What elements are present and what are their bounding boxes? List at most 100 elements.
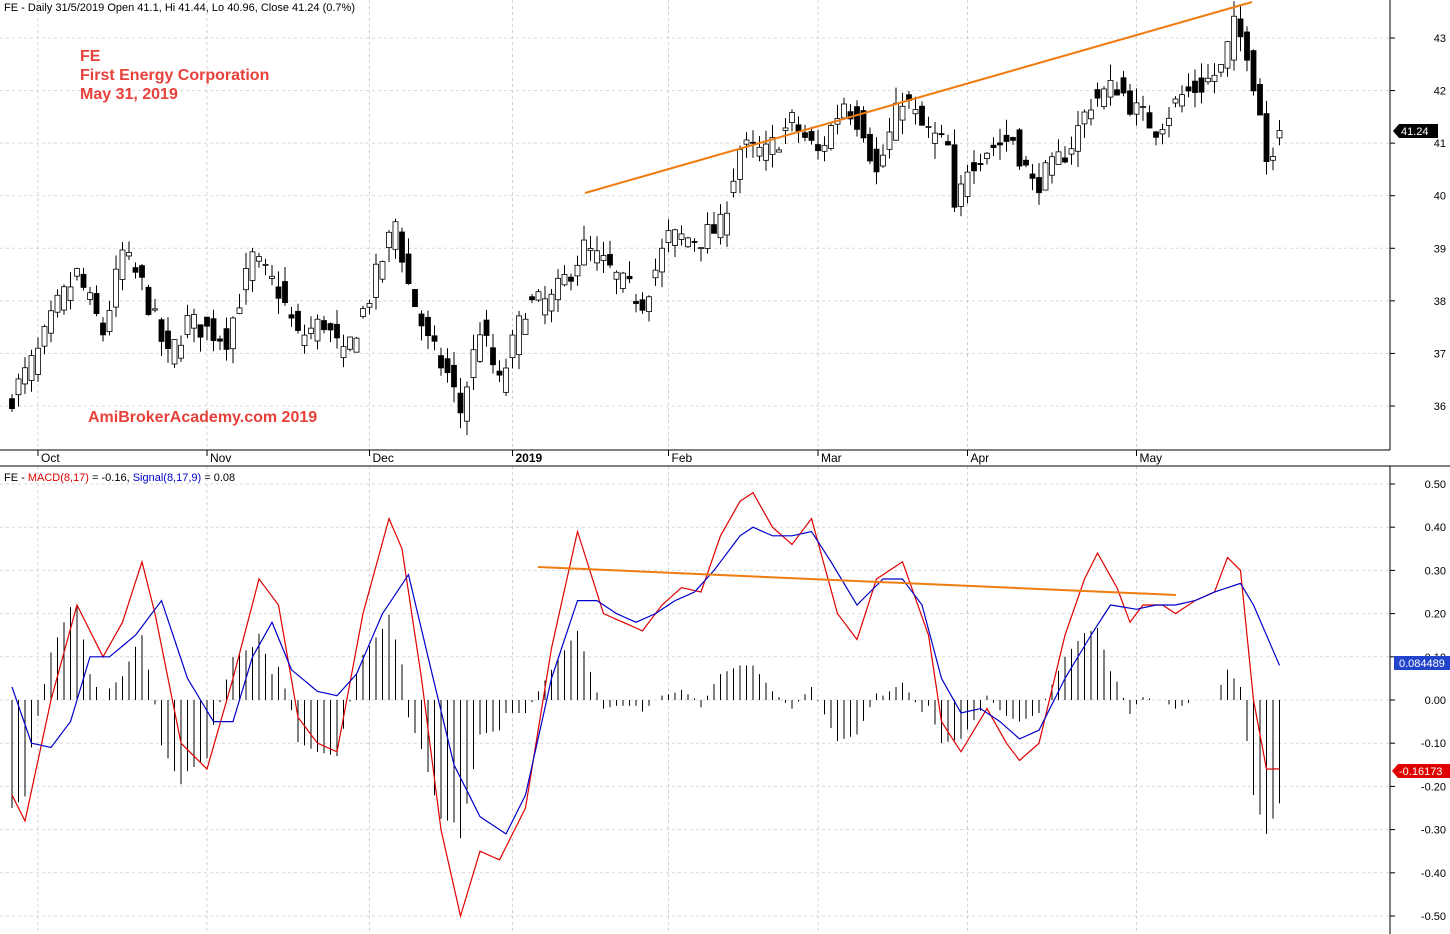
- candle-down: [223, 328, 230, 350]
- signal-legend-value: = 0.08: [201, 472, 235, 484]
- candle-down: [451, 364, 457, 388]
- candle-up: [1107, 79, 1114, 98]
- last-price-badge-text: 41.24: [1401, 126, 1429, 138]
- candle-up: [152, 308, 158, 311]
- candle-down: [483, 319, 490, 336]
- candle-down: [997, 142, 1003, 146]
- candle-up: [964, 171, 971, 197]
- candle-down: [951, 144, 958, 208]
- candle-up: [230, 317, 236, 350]
- candle-up: [509, 334, 516, 359]
- macd-legend-value: = -0.16,: [89, 472, 133, 484]
- candle-up: [256, 256, 262, 262]
- candle-up: [1211, 74, 1218, 82]
- candle-down: [860, 110, 867, 139]
- candle-down: [815, 144, 821, 152]
- annotation-company: First Energy Corporation: [80, 67, 269, 84]
- price-tick-label: 42: [1434, 86, 1446, 98]
- candle-up: [308, 327, 314, 334]
- candle-up: [15, 378, 22, 396]
- candle-down: [639, 299, 646, 311]
- candle-up: [1166, 117, 1172, 126]
- candle-up: [373, 263, 379, 298]
- candle-up: [542, 298, 548, 316]
- candle-up: [581, 239, 587, 266]
- candle-up: [1140, 106, 1146, 109]
- x-tick-label: Feb: [672, 451, 693, 465]
- candle-down: [412, 289, 418, 308]
- price-header: FE - Daily 31/5/2019 Open 41.1, Hi 41.44…: [4, 2, 355, 14]
- candle-up: [659, 247, 665, 273]
- candlestick-series: [9, 1, 1283, 436]
- candle-up: [67, 286, 74, 301]
- candle-down: [795, 124, 802, 132]
- candle-up: [880, 154, 886, 167]
- candle-up: [886, 131, 893, 150]
- candle-down: [282, 281, 288, 304]
- candle-up: [22, 367, 28, 385]
- candle-down: [802, 132, 808, 138]
- candle-down: [165, 330, 171, 349]
- candle-down: [750, 141, 756, 144]
- macd-header-prefix: FE -: [4, 472, 28, 484]
- candle-down: [204, 316, 210, 327]
- candle-up: [763, 143, 769, 161]
- candle-down: [275, 286, 282, 299]
- candle-down: [1185, 86, 1192, 92]
- candle-up: [646, 296, 652, 313]
- candle-down: [496, 370, 503, 376]
- candle-up: [301, 334, 308, 346]
- macd-tick-label: -0.30: [1421, 825, 1446, 837]
- macd-y-axis: 0.500.400.300.200.100.00-0.10-0.20-0.30-…: [1390, 479, 1446, 923]
- candle-down: [1263, 113, 1270, 163]
- macd-trendline: [537, 566, 1177, 596]
- macd-tick-label: 0.30: [1425, 565, 1446, 577]
- candle-up: [704, 224, 711, 249]
- signal-legend-label: Signal(8,17,9): [133, 472, 202, 484]
- candle-down: [210, 318, 217, 341]
- candle-down: [1016, 129, 1023, 167]
- candle-down: [132, 267, 139, 273]
- candle-down: [490, 347, 496, 366]
- candle-up: [828, 125, 834, 149]
- candle-up: [841, 103, 847, 119]
- candle-up: [1081, 111, 1088, 125]
- candle-up: [1055, 151, 1062, 165]
- candle-up: [893, 102, 899, 141]
- price-panel-grid: [0, 0, 1390, 450]
- candle-up: [535, 291, 542, 301]
- candle-down: [1244, 31, 1250, 61]
- price-tick-label: 36: [1434, 401, 1446, 413]
- candle-up: [360, 308, 366, 317]
- candle-up: [1276, 130, 1283, 139]
- candle-up: [1068, 148, 1075, 155]
- candle-down: [327, 323, 334, 331]
- candle-down: [418, 313, 425, 327]
- price-y-axis: 36 37 38 39 40 41 42 43: [1390, 33, 1446, 413]
- candle-down: [938, 133, 945, 136]
- price-tick-label: 39: [1434, 243, 1446, 255]
- candle-down: [425, 316, 431, 337]
- candle-up: [314, 318, 321, 342]
- candle-down: [9, 398, 15, 410]
- macd-tick-label: -0.10: [1421, 738, 1446, 750]
- candle-up: [1075, 125, 1081, 152]
- candle-down: [158, 319, 165, 342]
- candle-up: [730, 180, 737, 193]
- macd-tick-label: 0.20: [1425, 609, 1446, 621]
- candle-up: [678, 233, 685, 240]
- candle-down: [1062, 157, 1068, 163]
- candle-down: [607, 254, 613, 266]
- candle-up: [1133, 102, 1140, 115]
- candle-down: [444, 358, 451, 374]
- candle-up: [236, 307, 243, 314]
- candle-up: [41, 326, 48, 347]
- macd-lines: [11, 491, 1281, 919]
- candle-up: [178, 344, 184, 359]
- x-tick-label: Nov: [210, 451, 231, 465]
- macd-header: FE - MACD(8,17) = -0.16, Signal(8,17,9) …: [4, 472, 235, 484]
- candle-down: [1003, 134, 1010, 142]
- candle-down: [93, 293, 100, 315]
- candle-up: [984, 152, 990, 160]
